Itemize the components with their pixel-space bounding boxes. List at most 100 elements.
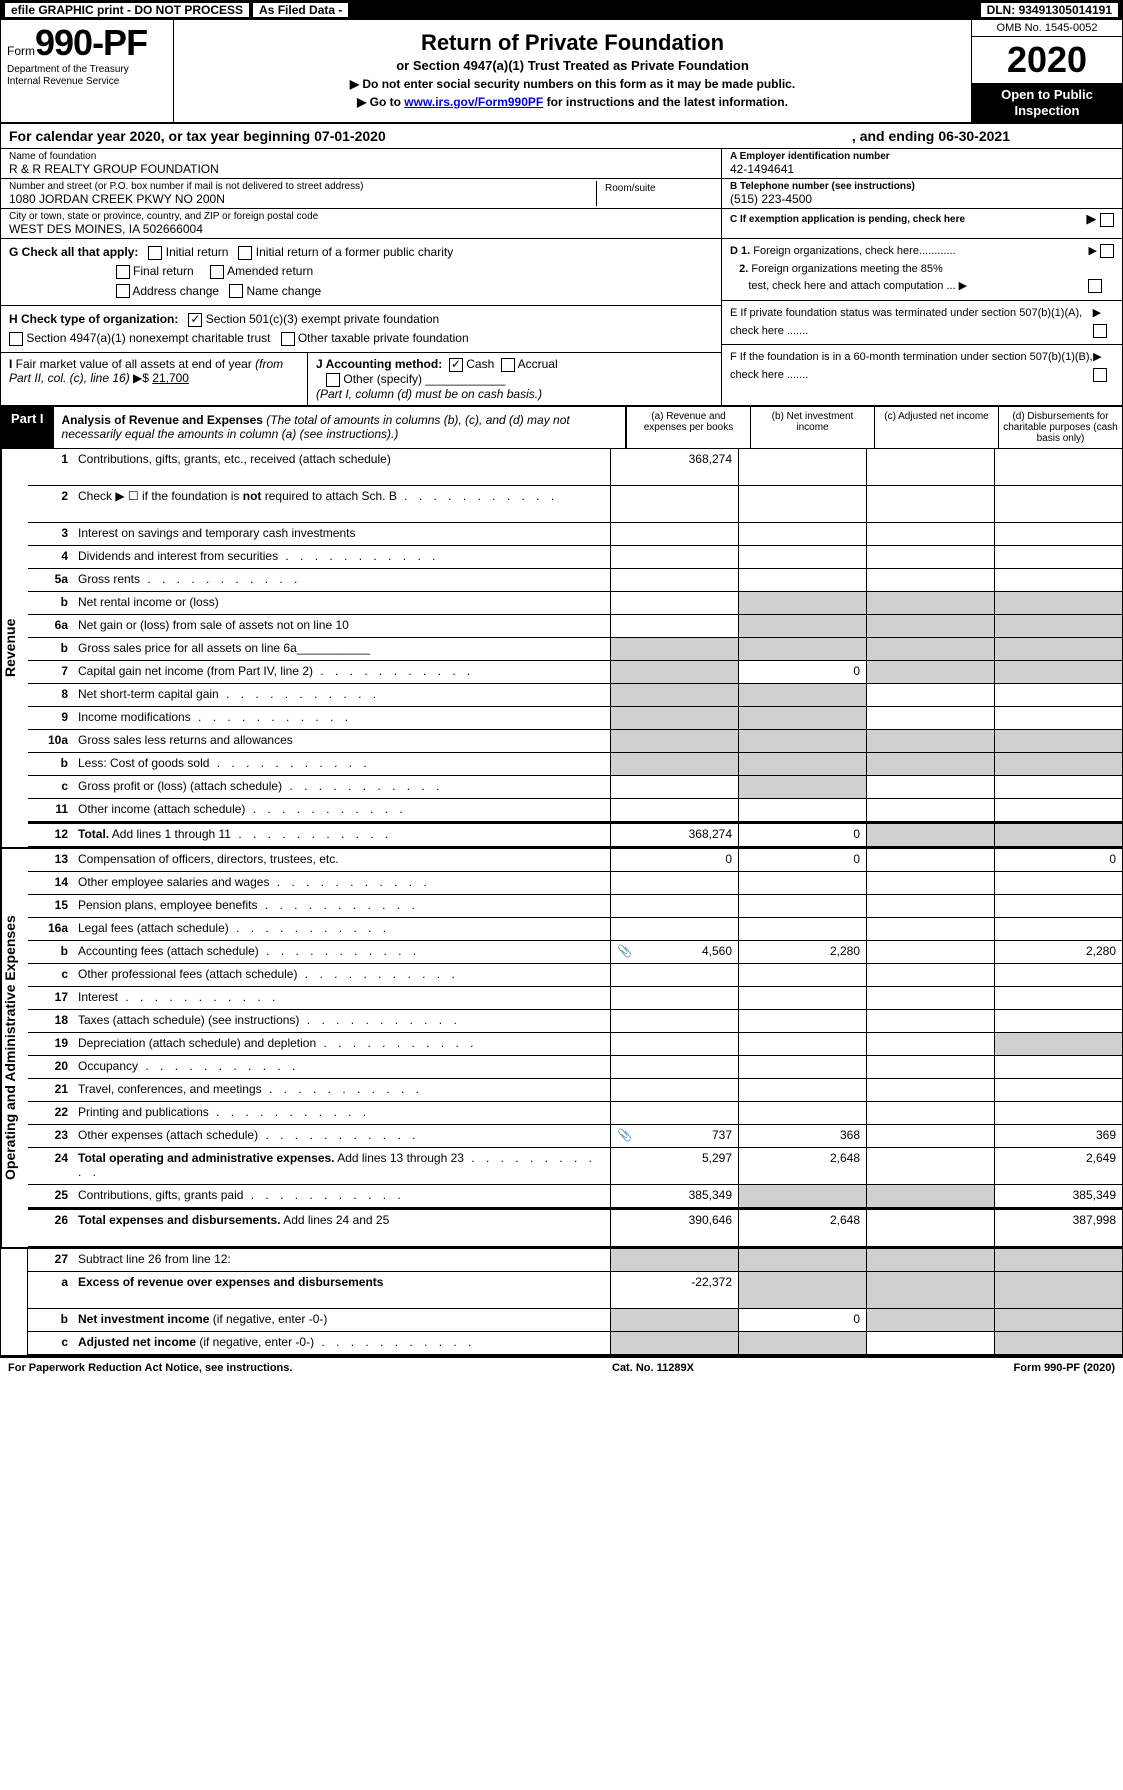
data-cell-c <box>866 1332 994 1354</box>
data-cell-d <box>994 707 1122 729</box>
attachment-icon[interactable]: 📎 <box>617 944 632 958</box>
initial-return-checkbox[interactable] <box>148 246 162 260</box>
data-cell-c <box>866 1185 994 1207</box>
data-cell-d <box>994 1056 1122 1078</box>
line-number: b <box>28 753 74 775</box>
line-desc: Dividends and interest from securities <box>74 546 610 568</box>
form-title: Return of Private Foundation <box>182 30 963 56</box>
accrual-checkbox[interactable] <box>501 358 515 372</box>
data-cell-a: 📎4,560 <box>610 941 738 963</box>
data-cell-d <box>994 1249 1122 1271</box>
e-checkbox[interactable] <box>1093 324 1107 338</box>
calendar-year-row: For calendar year 2020, or tax year begi… <box>1 124 1122 149</box>
data-cell-b <box>738 1249 866 1271</box>
d2-checkbox[interactable] <box>1088 279 1102 293</box>
data-cell-b <box>738 707 866 729</box>
table-row: 14Other employee salaries and wages <box>28 872 1122 895</box>
dept-treasury: Department of the Treasury <box>7 64 167 76</box>
line-desc: Subtract line 26 from line 12: <box>74 1249 610 1271</box>
data-cell-c <box>866 1272 994 1308</box>
data-cell-b: 2,280 <box>738 941 866 963</box>
line-number: 20 <box>28 1056 74 1078</box>
street-label: Number and street (or P.O. box number if… <box>9 181 596 192</box>
data-cell-a <box>610 753 738 775</box>
table-row: 23Other expenses (attach schedule)📎73736… <box>28 1125 1122 1148</box>
table-row: 13Compensation of officers, directors, t… <box>28 849 1122 872</box>
address-change-checkbox[interactable] <box>116 284 130 298</box>
line-desc: Contributions, gifts, grants paid <box>74 1185 610 1207</box>
data-cell-b <box>738 1010 866 1032</box>
data-cell-b: 368 <box>738 1125 866 1147</box>
data-cell-b <box>738 1033 866 1055</box>
other-method-checkbox[interactable] <box>326 373 340 387</box>
data-cell-c <box>866 1249 994 1271</box>
data-cell-c <box>866 918 994 940</box>
data-cell-c <box>866 615 994 637</box>
city-value: WEST DES MOINES, IA 502666004 <box>9 222 713 236</box>
501c3-checkbox[interactable]: ✓ <box>188 313 202 327</box>
data-cell-a <box>610 776 738 798</box>
data-cell-d <box>994 546 1122 568</box>
data-cell-b <box>738 684 866 706</box>
line-desc: Less: Cost of goods sold <box>74 753 610 775</box>
d1-checkbox[interactable] <box>1100 244 1114 258</box>
d-checks: D 1. Foreign organizations, check here..… <box>722 239 1122 301</box>
line-desc: Accounting fees (attach schedule) <box>74 941 610 963</box>
data-cell-b <box>738 964 866 986</box>
table-row: 27Subtract line 26 from line 12: <box>28 1249 1122 1272</box>
line-number: b <box>28 592 74 614</box>
data-cell-b: 0 <box>738 1309 866 1331</box>
attachment-icon[interactable]: 📎 <box>617 1128 632 1142</box>
irs-label: Internal Revenue Service <box>7 76 167 88</box>
col-a-header: (a) Revenue and expenses per books <box>627 407 751 448</box>
data-cell-b <box>738 569 866 591</box>
data-cell-c <box>866 941 994 963</box>
line-desc: Check ▶ ☐ if the foundation is not requi… <box>74 486 610 522</box>
data-cell-b <box>738 486 866 522</box>
data-cell-a <box>610 730 738 752</box>
data-cell-a <box>610 1033 738 1055</box>
data-cell-d <box>994 824 1122 846</box>
data-cell-a <box>610 872 738 894</box>
line-desc: Income modifications <box>74 707 610 729</box>
omb-number: OMB No. 1545-0052 <box>972 20 1122 37</box>
line-desc: Printing and publications <box>74 1102 610 1124</box>
data-cell-a <box>610 523 738 545</box>
table-row: 2Check ▶ ☐ if the foundation is not requ… <box>28 486 1122 523</box>
exemption-checkbox[interactable] <box>1100 213 1114 227</box>
line-desc: Interest on savings and temporary cash i… <box>74 523 610 545</box>
initial-former-checkbox[interactable] <box>238 246 252 260</box>
line-number: 13 <box>28 849 74 871</box>
city-label: City or town, state or province, country… <box>9 211 713 222</box>
table-row: 16aLegal fees (attach schedule) <box>28 918 1122 941</box>
other-taxable-checkbox[interactable] <box>281 332 295 346</box>
amended-checkbox[interactable] <box>210 265 224 279</box>
line-number: 19 <box>28 1033 74 1055</box>
data-cell-d: 385,349 <box>994 1185 1122 1207</box>
f-checkbox[interactable] <box>1093 368 1107 382</box>
irs-link[interactable]: www.irs.gov/Form990PF <box>404 95 543 109</box>
expenses-label: Operating and Administrative Expenses <box>1 849 28 1247</box>
data-cell-b <box>738 1272 866 1308</box>
final-return-checkbox[interactable] <box>116 265 130 279</box>
line-number: 7 <box>28 661 74 683</box>
data-cell-a: 5,297 <box>610 1148 738 1184</box>
line-desc: Total. Add lines 1 through 11 <box>74 824 610 846</box>
cat-number: Cat. No. 11289X <box>612 1362 694 1374</box>
table-row: bLess: Cost of goods sold <box>28 753 1122 776</box>
data-cell-c <box>866 1102 994 1124</box>
line-desc: Gross profit or (loss) (attach schedule) <box>74 776 610 798</box>
line-number: 8 <box>28 684 74 706</box>
data-cell-d <box>994 776 1122 798</box>
line-number: 27 <box>28 1249 74 1271</box>
year-begin: 07-01-2020 <box>314 128 386 144</box>
name-change-checkbox[interactable] <box>229 284 243 298</box>
line-desc: Net short-term capital gain <box>74 684 610 706</box>
table-row: 15Pension plans, employee benefits <box>28 895 1122 918</box>
data-cell-d <box>994 1102 1122 1124</box>
table-row: 9Income modifications <box>28 707 1122 730</box>
data-cell-a <box>610 799 738 821</box>
data-cell-a: 390,646 <box>610 1210 738 1246</box>
4947-checkbox[interactable] <box>9 332 23 346</box>
cash-checkbox[interactable]: ✓ <box>449 358 463 372</box>
